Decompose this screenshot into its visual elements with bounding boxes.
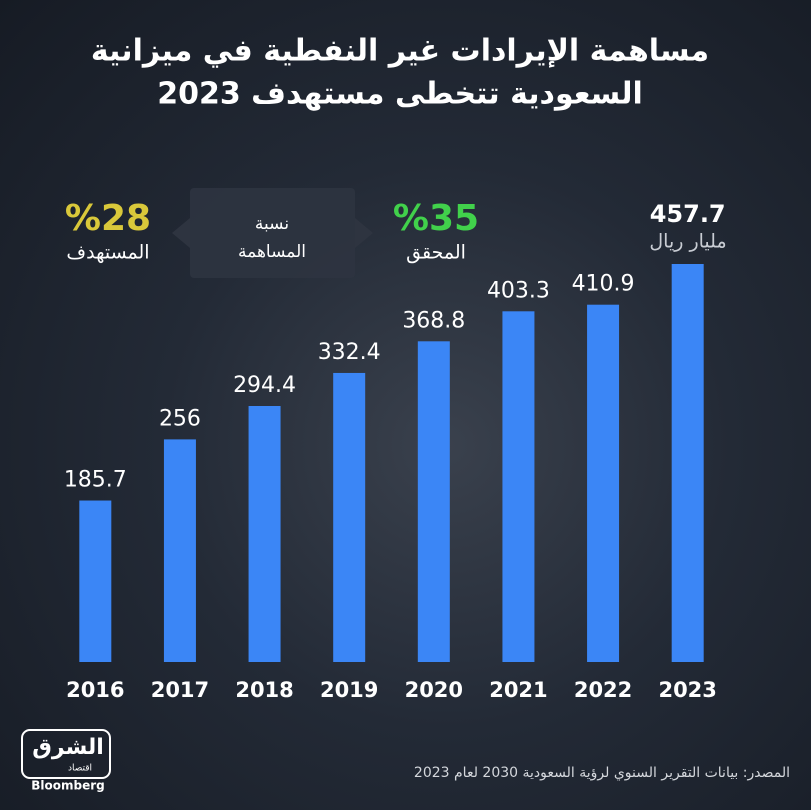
bar bbox=[163, 439, 196, 662]
value-label: 457.7 bbox=[650, 200, 726, 228]
value-label: 256 bbox=[159, 406, 201, 431]
value-label: 403.3 bbox=[487, 278, 550, 303]
x-tick-label: 2020 bbox=[405, 678, 463, 702]
logo-name: الشرق bbox=[32, 735, 104, 760]
logo-sub: اقتصاد bbox=[68, 764, 92, 774]
bar bbox=[671, 264, 704, 662]
value-label: 185.7 bbox=[64, 468, 127, 493]
bar bbox=[248, 406, 281, 662]
x-tick-label: 2021 bbox=[489, 678, 547, 702]
x-tick-label: 2023 bbox=[658, 678, 716, 702]
achieved-label: المحقق bbox=[406, 242, 466, 264]
source: المصدر: بيانات التقرير السنوي لرؤية السع… bbox=[414, 765, 790, 781]
x-tick-label: 2016 bbox=[66, 678, 124, 702]
title: مساهمة الإيرادات غير النفطية في ميزانية bbox=[91, 34, 709, 69]
arrow-left bbox=[172, 218, 190, 248]
logo-partner: Bloomberg bbox=[31, 779, 105, 793]
x-tick-label: 2017 bbox=[151, 678, 209, 702]
bar bbox=[417, 341, 450, 662]
contribution-label: المساهمة bbox=[238, 242, 306, 262]
bar bbox=[79, 500, 112, 662]
value-label: 410.9 bbox=[572, 272, 635, 297]
bar bbox=[333, 372, 366, 662]
bar bbox=[502, 311, 535, 662]
x-tick-label: 2019 bbox=[320, 678, 378, 702]
achieved-value: %35 bbox=[393, 198, 479, 239]
value-label: 294.4 bbox=[233, 373, 296, 398]
bar bbox=[587, 304, 620, 662]
value-label: 332.4 bbox=[318, 340, 381, 365]
value-label: 368.8 bbox=[402, 308, 465, 333]
x-tick-label: 2022 bbox=[574, 678, 632, 702]
contribution-label: نسبة bbox=[255, 214, 289, 234]
target-label: المستهدف bbox=[66, 242, 149, 264]
arrow-right bbox=[355, 218, 373, 248]
title: السعودية تتخطى مستهدف 2023 bbox=[157, 77, 643, 112]
logo-frame bbox=[21, 729, 111, 779]
x-tick-label: 2018 bbox=[235, 678, 293, 702]
unit-label: مليار ريال bbox=[649, 231, 726, 253]
contribution-box bbox=[190, 188, 355, 278]
target-value: %28 bbox=[65, 198, 151, 239]
